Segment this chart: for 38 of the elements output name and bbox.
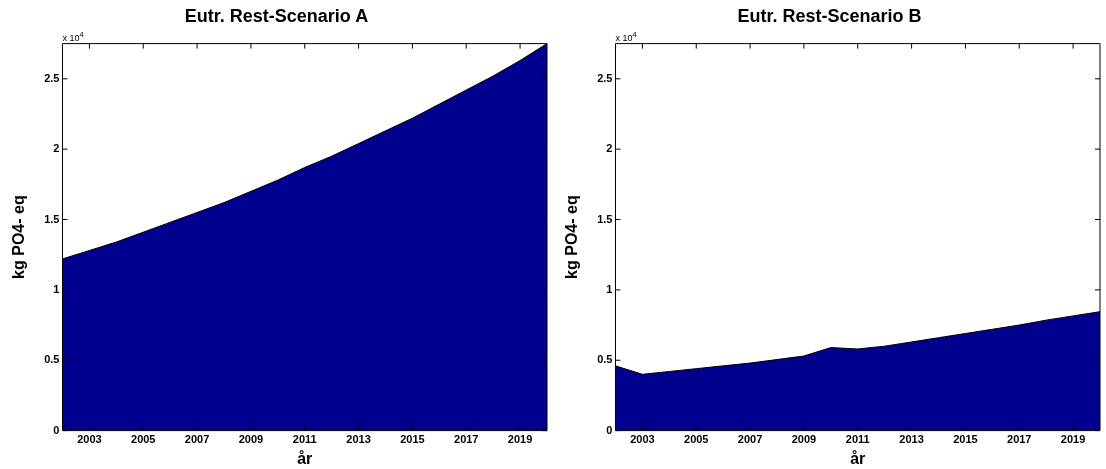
x-tick-label: 2007 xyxy=(737,433,763,446)
x-tick-label: 2017 xyxy=(1007,433,1032,446)
y-axis-title: kg PO4- eq xyxy=(10,195,28,279)
x-tick-label: 2011 xyxy=(292,433,317,446)
x-tick-label: 2005 xyxy=(131,433,156,446)
x-tick-label: 2017 xyxy=(454,433,479,446)
y-tick-label: 2 xyxy=(606,142,613,155)
y-tick-label: 2 xyxy=(53,142,60,155)
x-tick-label: 2003 xyxy=(77,433,102,446)
x-tick-label: 2009 xyxy=(238,433,264,446)
y-tick-label: 2.5 xyxy=(597,71,613,84)
x-tick-label: 2013 xyxy=(346,433,371,446)
x-tick-label: 2003 xyxy=(630,433,655,446)
x-tick-label: 2013 xyxy=(899,433,924,446)
text: x 10$^{4}$ xyxy=(62,29,84,43)
y-tick-label: 0.5 xyxy=(44,353,60,366)
y-tick-label: 1.5 xyxy=(597,212,613,225)
chart-title: Eutr. Rest-Scenario A xyxy=(184,5,369,26)
y-tick-label: 1.5 xyxy=(44,212,60,225)
y-tick-label: 0 xyxy=(53,423,60,436)
chart-title: Eutr. Rest-Scenario B xyxy=(737,5,922,26)
y-tick-label: 0 xyxy=(606,423,613,436)
x-tick-label: 2015 xyxy=(953,433,978,446)
y-tick-label: 1 xyxy=(606,282,613,295)
x-tick-label: 2007 xyxy=(184,433,210,446)
x-tick-label: 2019 xyxy=(1060,433,1086,446)
y-tick-label: 2.5 xyxy=(44,71,60,84)
y-tick-label: 0.5 xyxy=(597,353,613,366)
x-tick-label: 2011 xyxy=(845,433,870,446)
y-tick-label: 1 xyxy=(53,282,60,295)
x-tick-label: 2015 xyxy=(400,433,425,446)
y-axis-title: kg PO4- eq xyxy=(563,195,581,279)
text: x 10$^{4}$ xyxy=(615,29,637,43)
x-tick-label: 2005 xyxy=(684,433,709,446)
x-tick-label: 2009 xyxy=(791,433,817,446)
x-tick-label: 2019 xyxy=(507,433,533,446)
x-axis-title: år xyxy=(297,449,313,467)
x-axis-title: år xyxy=(850,449,866,467)
